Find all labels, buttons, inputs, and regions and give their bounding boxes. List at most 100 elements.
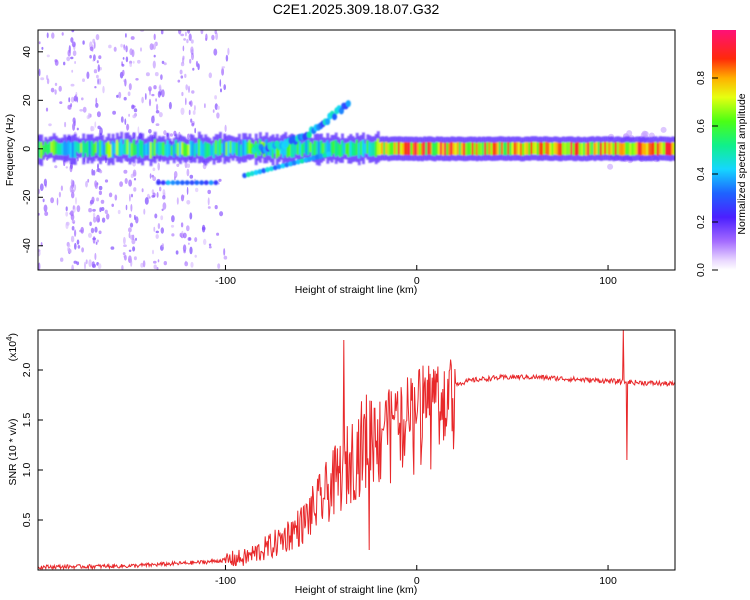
noise-blob — [68, 249, 72, 254]
noise-blob — [145, 72, 150, 77]
noise-blob — [96, 197, 100, 202]
band-cell — [166, 140, 170, 157]
band-cell — [538, 142, 542, 155]
band-cell — [532, 141, 536, 155]
band-cell — [206, 143, 210, 157]
noise-blob — [175, 250, 179, 255]
noise-blob — [82, 40, 85, 45]
noise-blob — [207, 197, 210, 206]
band-cell — [147, 142, 151, 155]
band-cell — [174, 140, 178, 154]
noise-blob — [131, 49, 135, 58]
band-cell — [484, 142, 488, 156]
noise-blob — [124, 254, 127, 261]
noise-blob — [68, 97, 71, 103]
noise-blob — [132, 60, 135, 64]
noise-blob — [45, 107, 49, 112]
band-cell — [503, 142, 506, 156]
noise-blob — [88, 259, 92, 268]
svg-text:(x104): (x104) — [5, 333, 19, 361]
band-cell — [665, 142, 669, 155]
band-cell — [446, 142, 450, 156]
noise-blob — [176, 197, 179, 205]
band-cell — [44, 141, 48, 153]
noise-blob — [97, 263, 102, 270]
band-cell — [406, 142, 410, 155]
band-cell — [454, 142, 458, 156]
band-cell — [578, 142, 582, 156]
band-cell — [288, 141, 292, 157]
noise-blob — [153, 54, 156, 58]
band-cell — [320, 140, 323, 156]
noise-blob — [156, 266, 159, 270]
noise-blob — [81, 247, 84, 253]
noise-blob — [98, 185, 103, 191]
band-cell — [431, 142, 435, 156]
band-cell — [488, 142, 492, 155]
band-cell — [322, 143, 326, 156]
band-cell — [433, 143, 437, 156]
side-band-blob — [208, 180, 214, 186]
noise-blob — [189, 237, 191, 241]
noise-blob — [155, 230, 159, 234]
noise-blob — [71, 189, 75, 193]
band-cell — [357, 142, 361, 159]
noise-blob — [74, 229, 77, 237]
spectrogram-y-axis-label: Frequency (Hz) — [4, 114, 16, 186]
noise-blob — [155, 123, 160, 126]
band-cell — [290, 141, 294, 158]
snr-multiplier-close: ) — [7, 333, 19, 337]
branch-blob — [314, 154, 320, 160]
noise-blob — [201, 224, 206, 233]
noise-blob — [38, 249, 41, 257]
noise-blob — [93, 216, 97, 223]
noise-blob — [177, 79, 181, 83]
band-cell — [425, 142, 429, 156]
band-cell — [101, 141, 105, 155]
band-cell — [418, 142, 422, 156]
band-cell — [557, 142, 561, 156]
band-cell — [160, 142, 163, 155]
branch-blob — [311, 155, 316, 161]
band-cell — [616, 142, 620, 155]
band-cell — [612, 142, 616, 156]
noise-blob — [141, 96, 144, 104]
band-cell — [391, 142, 395, 155]
noise-blob — [56, 197, 59, 206]
band-cell — [381, 141, 384, 155]
band-cell — [341, 140, 344, 156]
band-cell — [248, 139, 252, 154]
band-cell — [122, 144, 126, 155]
noise-blob — [85, 180, 88, 188]
band-cell — [530, 141, 534, 155]
band-cell — [99, 140, 102, 157]
noise-blob — [74, 61, 76, 64]
band-cell — [78, 143, 81, 154]
noise-blob — [60, 257, 64, 262]
band-cell — [465, 142, 469, 156]
noise-blob — [88, 112, 91, 119]
band-cell — [235, 142, 239, 156]
noise-blob — [211, 34, 215, 41]
noise-blob — [189, 174, 194, 179]
branch-blob — [242, 172, 248, 179]
noise-blob — [127, 91, 131, 97]
band-cell — [145, 143, 149, 155]
noise-blob — [102, 85, 105, 94]
noise-blob — [188, 242, 190, 245]
band-cell — [620, 143, 624, 156]
band-cell — [176, 143, 180, 156]
band-cell — [92, 143, 96, 156]
noise-blob — [148, 129, 152, 134]
band-cell — [124, 139, 128, 155]
x-tick-label: -100 — [215, 575, 236, 587]
noise-blob — [54, 82, 58, 86]
noise-blob — [157, 259, 160, 263]
noise-blob — [58, 191, 62, 198]
noise-blob — [219, 211, 224, 217]
noise-blob — [142, 260, 146, 268]
band-cell — [463, 142, 466, 156]
noise-blob — [184, 73, 187, 78]
noise-blob — [137, 126, 140, 134]
band-cell — [385, 141, 389, 155]
